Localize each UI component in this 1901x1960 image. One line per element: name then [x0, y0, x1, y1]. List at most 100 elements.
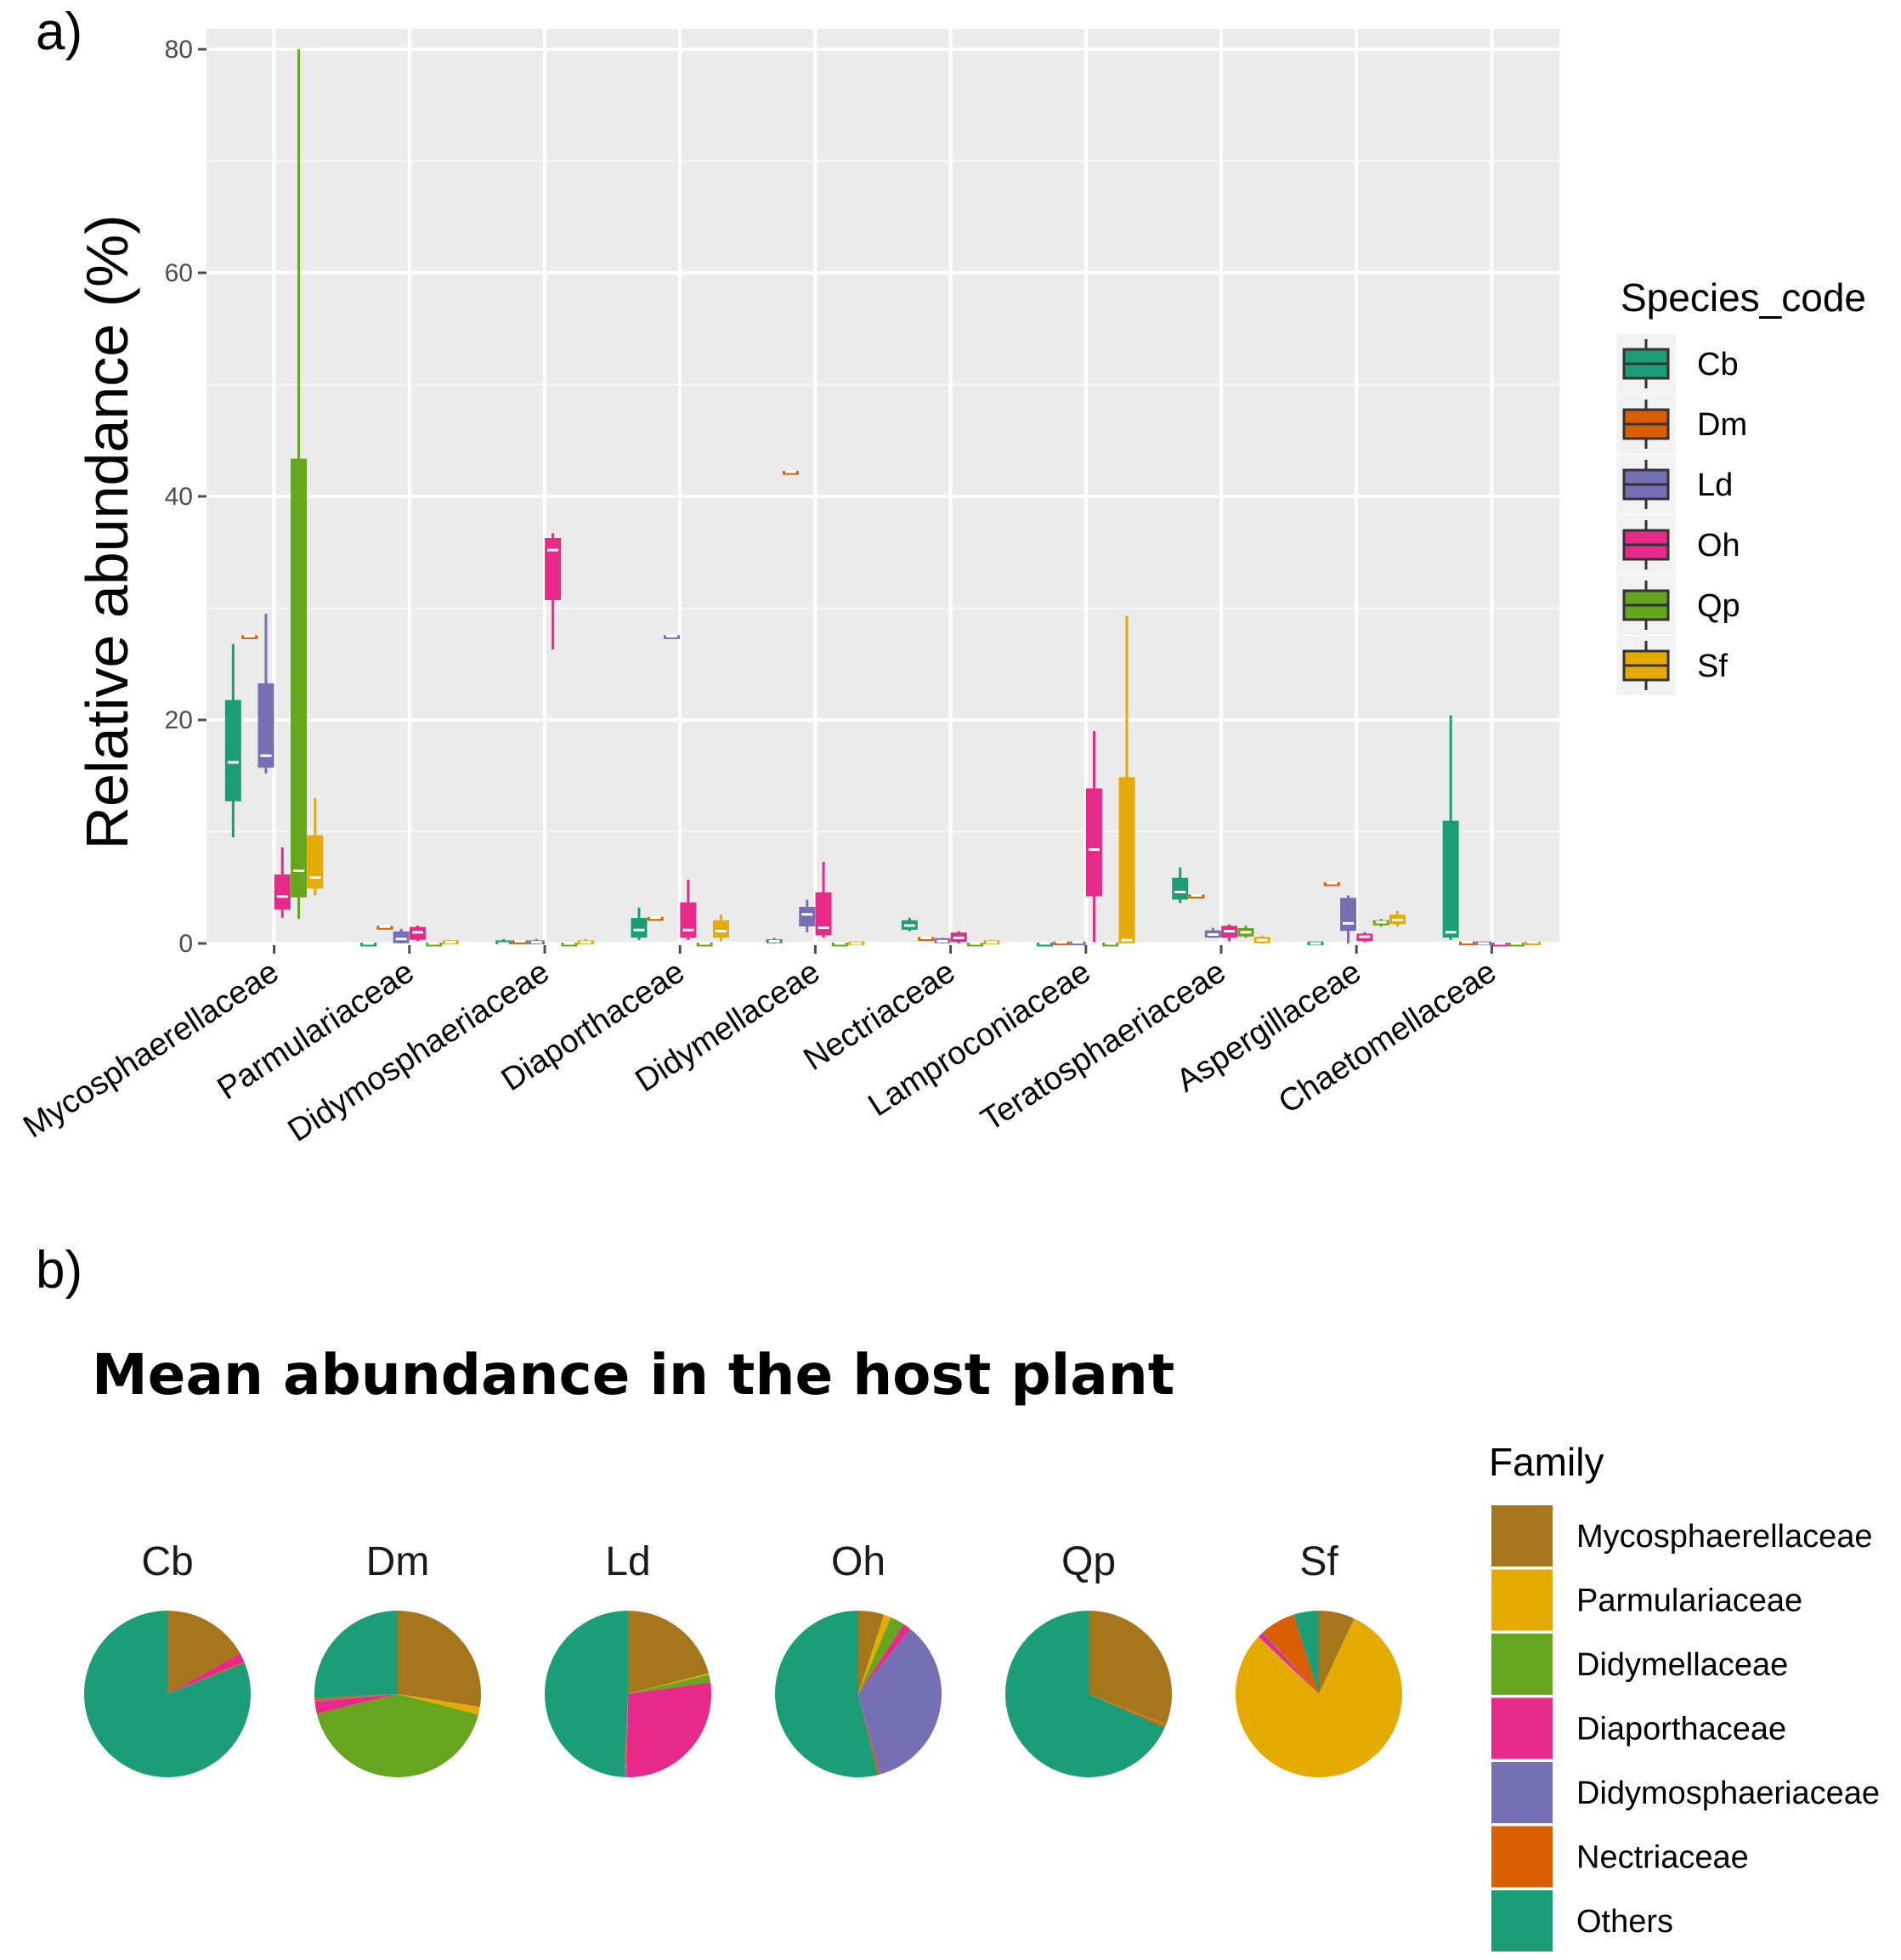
family-legend-swatch — [1491, 1634, 1553, 1695]
family-legend-label: Nectriaceae — [1576, 1840, 1749, 1876]
legend-item-Dm: Dm — [1616, 394, 1747, 454]
pie-slice-Parmulariaceae — [858, 1614, 891, 1694]
x-tick-label: Lamproconiaceae — [862, 954, 1096, 1124]
pie-slice-Didymellaceae — [1258, 1636, 1319, 1694]
box-Sf-Nectriaceae — [983, 940, 1000, 944]
box-Sf-Diaporthaceae — [712, 914, 729, 942]
box-Qp-Didymellaceae — [831, 942, 848, 947]
family-legend-swatch — [1491, 1826, 1553, 1888]
box-iqr — [815, 892, 832, 936]
pie-slice-Mycosphaerellaceae — [167, 1611, 240, 1694]
box-Sf-Chaetomellaceae — [1525, 941, 1542, 946]
legend-label: Dm — [1697, 407, 1747, 443]
pie-slice-Mycosphaerellaceae — [398, 1611, 481, 1708]
family-legend-label: Didymellaceae — [1576, 1647, 1788, 1683]
box-Qp-Nectriaceae — [967, 942, 984, 947]
box-Dm-Teratosphaeriaceae — [1188, 893, 1205, 898]
pie-slice-Nectriaceae — [314, 1694, 398, 1701]
family-legend-swatch — [1491, 1697, 1553, 1759]
box-Sf-Aspergillaceae — [1389, 910, 1406, 927]
y-tick-label: 80 — [165, 36, 193, 64]
box-Ld-Teratosphaeriaceae — [1204, 927, 1221, 938]
legend-label: Ld — [1697, 467, 1733, 503]
family-legend-label: Mycosphaerellaceae — [1576, 1519, 1873, 1555]
box-Sf-Teratosphaeriaceae — [1253, 935, 1270, 943]
pie-slice-Nectriaceae — [1089, 1694, 1166, 1728]
pie-label: Cb — [141, 1539, 193, 1584]
pie-slice-Others — [1005, 1611, 1165, 1778]
box-Dm-Didymellaceae — [782, 470, 799, 475]
pie-slice-Didymosphaeriaceae — [858, 1629, 942, 1775]
box-Sf-Lamproconiaceae — [1118, 615, 1135, 943]
box-Cb-Mycosphaerellaceae — [224, 643, 241, 838]
box-Cb-Lamproconiaceae — [1037, 942, 1054, 947]
box-Ld-Didymosphaeriaceae — [528, 938, 545, 944]
pie-slice-Didymellaceae — [858, 1617, 904, 1694]
box-Dm-Chaetomellaceae — [1458, 941, 1475, 946]
pie-charts: Cb Dm Ld Oh Qp Sf — [83, 1539, 1403, 1778]
pie-Ld: Ld — [544, 1539, 712, 1777]
pie-slice-Didymellaceae — [628, 1674, 711, 1694]
box-iqr — [799, 906, 816, 926]
box-iqr — [257, 683, 274, 768]
box-Ld-Diaporthaceae — [664, 634, 681, 639]
pie-Cb: Cb — [83, 1539, 251, 1778]
box-Oh-Diaporthaceae — [680, 880, 697, 941]
gridlines — [207, 29, 1559, 945]
pie-slice-Diaporthaceae — [1258, 1633, 1319, 1694]
box-Qp-Teratosphaeriaceae — [1237, 925, 1254, 938]
box-plot-panel-background — [207, 29, 1559, 945]
pie-slice-Didymosphaeriaceae — [314, 1694, 398, 1702]
box-iqr — [631, 918, 648, 938]
pie-slice-Diaporthaceae — [858, 1623, 911, 1694]
box-Sf-Parmulariaceae — [442, 940, 459, 944]
species-legend: Species_code Cb Dm Ld Oh Qp Sf — [1616, 275, 1866, 695]
box-Ld-Didymellaceae — [799, 899, 816, 932]
pie-label: Sf — [1299, 1539, 1338, 1584]
y-tick-label: 0 — [178, 930, 193, 958]
pie-label: Ld — [605, 1539, 650, 1584]
species-legend-title: Species_code — [1621, 275, 1866, 320]
pie-slice-Others — [83, 1611, 251, 1778]
box-Sf-Mycosphaerellaceae — [307, 798, 324, 896]
pie-slice-Others — [1293, 1611, 1319, 1694]
pie-slice-Diaporthaceae — [167, 1653, 245, 1694]
legend-label: Oh — [1697, 528, 1740, 564]
pie-slice-Others — [314, 1611, 398, 1698]
box-Cb-Didymellaceae — [766, 938, 783, 943]
box-iqr — [545, 537, 562, 600]
box-Dm-Diaporthaceae — [647, 916, 664, 921]
box-iqr — [274, 874, 291, 910]
family-legend-swatch — [1491, 1505, 1553, 1566]
box-Dm-Nectriaceae — [918, 936, 935, 941]
pie-Oh: Oh — [774, 1539, 942, 1777]
pie-slice-Nectriaceae — [624, 1694, 628, 1777]
y-tick-label: 40 — [165, 483, 193, 511]
pie-slice-Others — [544, 1611, 628, 1777]
box-iqr — [224, 700, 241, 802]
box-Oh-Lamproconiaceae — [1085, 731, 1102, 943]
box-iqr — [1118, 777, 1135, 943]
pie-slice-Parmulariaceae — [628, 1673, 710, 1694]
box-Oh-Nectriaceae — [950, 931, 967, 943]
box-Qp-Didymosphaeriaceae — [561, 942, 578, 947]
box-iqr — [1340, 898, 1357, 932]
legend-item-Cb: Cb — [1616, 334, 1739, 394]
box-Qp-Chaetomellaceae — [1508, 942, 1525, 947]
box-Oh-Didymellaceae — [815, 862, 832, 938]
family-legend-item: Didymosphaeriaceae — [1491, 1762, 1880, 1823]
pie-slice-Diaporthaceae — [314, 1694, 398, 1714]
family-legend-swatch — [1491, 1890, 1553, 1952]
panel-b-label: b) — [36, 1241, 82, 1300]
box-Dm-Parmulariaceae — [376, 925, 393, 930]
family-legend-label: Parmulariaceae — [1576, 1583, 1802, 1619]
family-legend-item: Mycosphaerellaceae — [1491, 1505, 1873, 1566]
box-iqr — [1172, 877, 1189, 900]
family-legend-label: Didymosphaeriaceae — [1576, 1776, 1880, 1811]
box-Cb-Chaetomellaceae — [1442, 715, 1459, 941]
box-Cb-Nectriaceae — [901, 917, 918, 932]
box-Cb-Didymosphaeriaceae — [495, 938, 512, 945]
box-iqr — [291, 458, 308, 898]
family-legend-item: Diaporthaceae — [1491, 1697, 1786, 1759]
pie-slice-Didymosphaeriaceae — [625, 1694, 628, 1777]
